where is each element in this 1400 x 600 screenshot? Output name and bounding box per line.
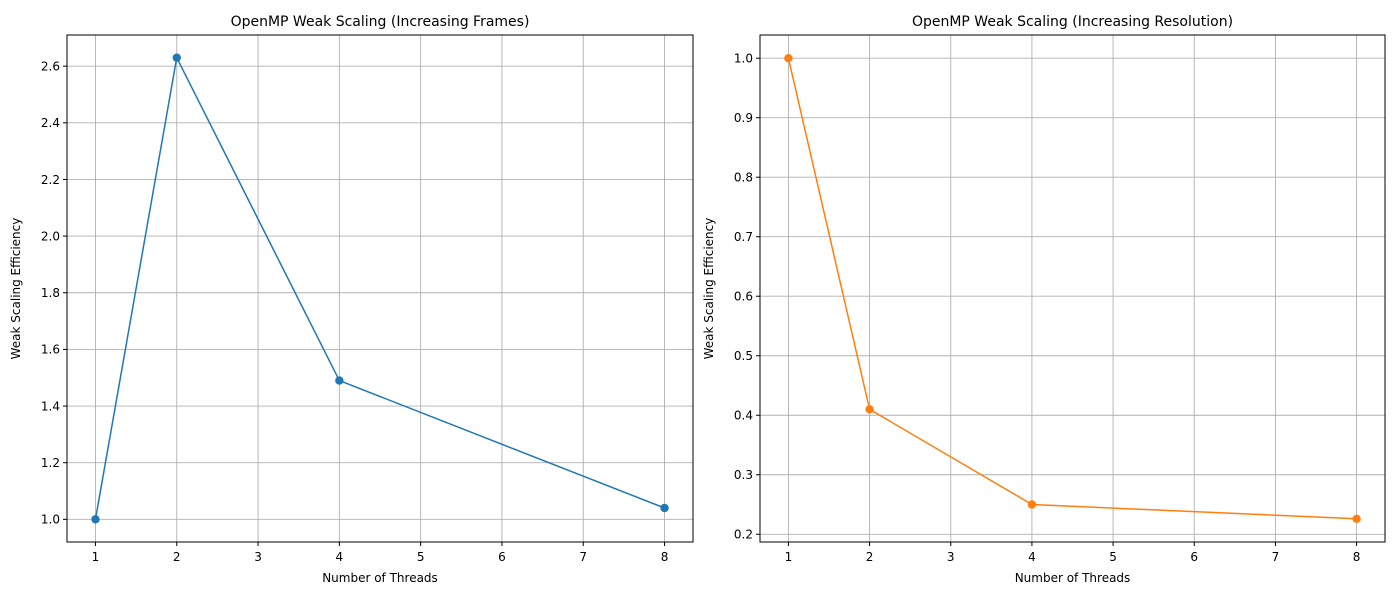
- x-axis-label: Number of Threads: [322, 571, 438, 585]
- x-tick-label: 3: [947, 550, 955, 564]
- data-point: [1352, 514, 1361, 523]
- x-tick-label: 1: [92, 550, 100, 564]
- y-tick-label: 1.2: [41, 456, 60, 470]
- y-tick-label: 2.6: [41, 59, 60, 73]
- data-point: [660, 503, 669, 513]
- y-tick-label: 1.8: [41, 286, 60, 300]
- y-tick-label: 0.4: [734, 409, 753, 423]
- series-line: [94, 56, 665, 520]
- x-tick-label: 1: [785, 550, 793, 564]
- y-tick-label: 1.4: [41, 399, 60, 413]
- y-tick-label: 0.7: [734, 230, 753, 244]
- data-point: [91, 515, 100, 524]
- x-tick-label: 7: [579, 550, 587, 564]
- axes-frame: [759, 34, 1386, 543]
- x-tick-label: 7: [1272, 550, 1280, 564]
- x-axis-label: Number of Threads: [1015, 571, 1131, 585]
- y-tick-label: 2.0: [41, 229, 60, 243]
- data-point: [1027, 500, 1037, 509]
- y-tick-label: 2.2: [41, 173, 60, 187]
- data-point: [172, 53, 181, 62]
- y-axis-label: Weak Scaling Efficiency: [702, 218, 716, 360]
- y-tick-label: 2.4: [41, 116, 60, 130]
- data-point: [335, 376, 344, 385]
- y-tick-label: 0.8: [734, 171, 753, 185]
- y-axis-label: Weak Scaling Efficiency: [9, 218, 23, 360]
- axes-frame: [66, 34, 694, 543]
- y-tick-label: 0.5: [734, 349, 753, 363]
- x-tick-label: 6: [1190, 550, 1198, 564]
- y-tick-label: 0.2: [734, 528, 753, 542]
- y-tick-label: 0.3: [734, 468, 753, 482]
- x-tick-label: 3: [254, 550, 262, 564]
- series-line: [787, 58, 1357, 520]
- x-tick-label: 4: [336, 550, 344, 564]
- y-tick-label: 0.6: [734, 290, 753, 304]
- y-tick-label: 1.0: [41, 513, 60, 527]
- y-tick-label: 0.9: [734, 111, 753, 125]
- x-tick-label: 5: [1109, 550, 1117, 564]
- data-point: [784, 54, 793, 63]
- chart-panel-2: 1 2 3 4 5 6 7 8 0.2 0.3 0.4 0.5 0.6 0.7 0.8 0.9 1.0 OpenM…: [702, 14, 1386, 585]
- y-tick-label: 1.6: [41, 343, 60, 357]
- data-point: [865, 405, 874, 414]
- x-tick-label: 8: [661, 550, 669, 564]
- chart-title: OpenMP Weak Scaling (Increasing Resoluti…: [912, 14, 1233, 30]
- x-tick-label: 8: [1353, 550, 1361, 564]
- x-tick-label: 2: [173, 550, 181, 564]
- chart-title: OpenMP Weak Scaling (Increasing Frames): [231, 14, 530, 30]
- x-tick-label: 6: [498, 550, 506, 564]
- x-tick-label: 4: [1028, 550, 1036, 564]
- chart-panel-1: 1 2 3 4 5 6 7 8 1.0 1.2 1.4 1.6 1.8 2.0 2.2 2.4 2.6 OpenM…: [9, 14, 694, 585]
- x-tick-label: 5: [417, 550, 425, 564]
- y-tick-label: 1.0: [734, 52, 753, 66]
- x-tick-label: 2: [866, 550, 874, 564]
